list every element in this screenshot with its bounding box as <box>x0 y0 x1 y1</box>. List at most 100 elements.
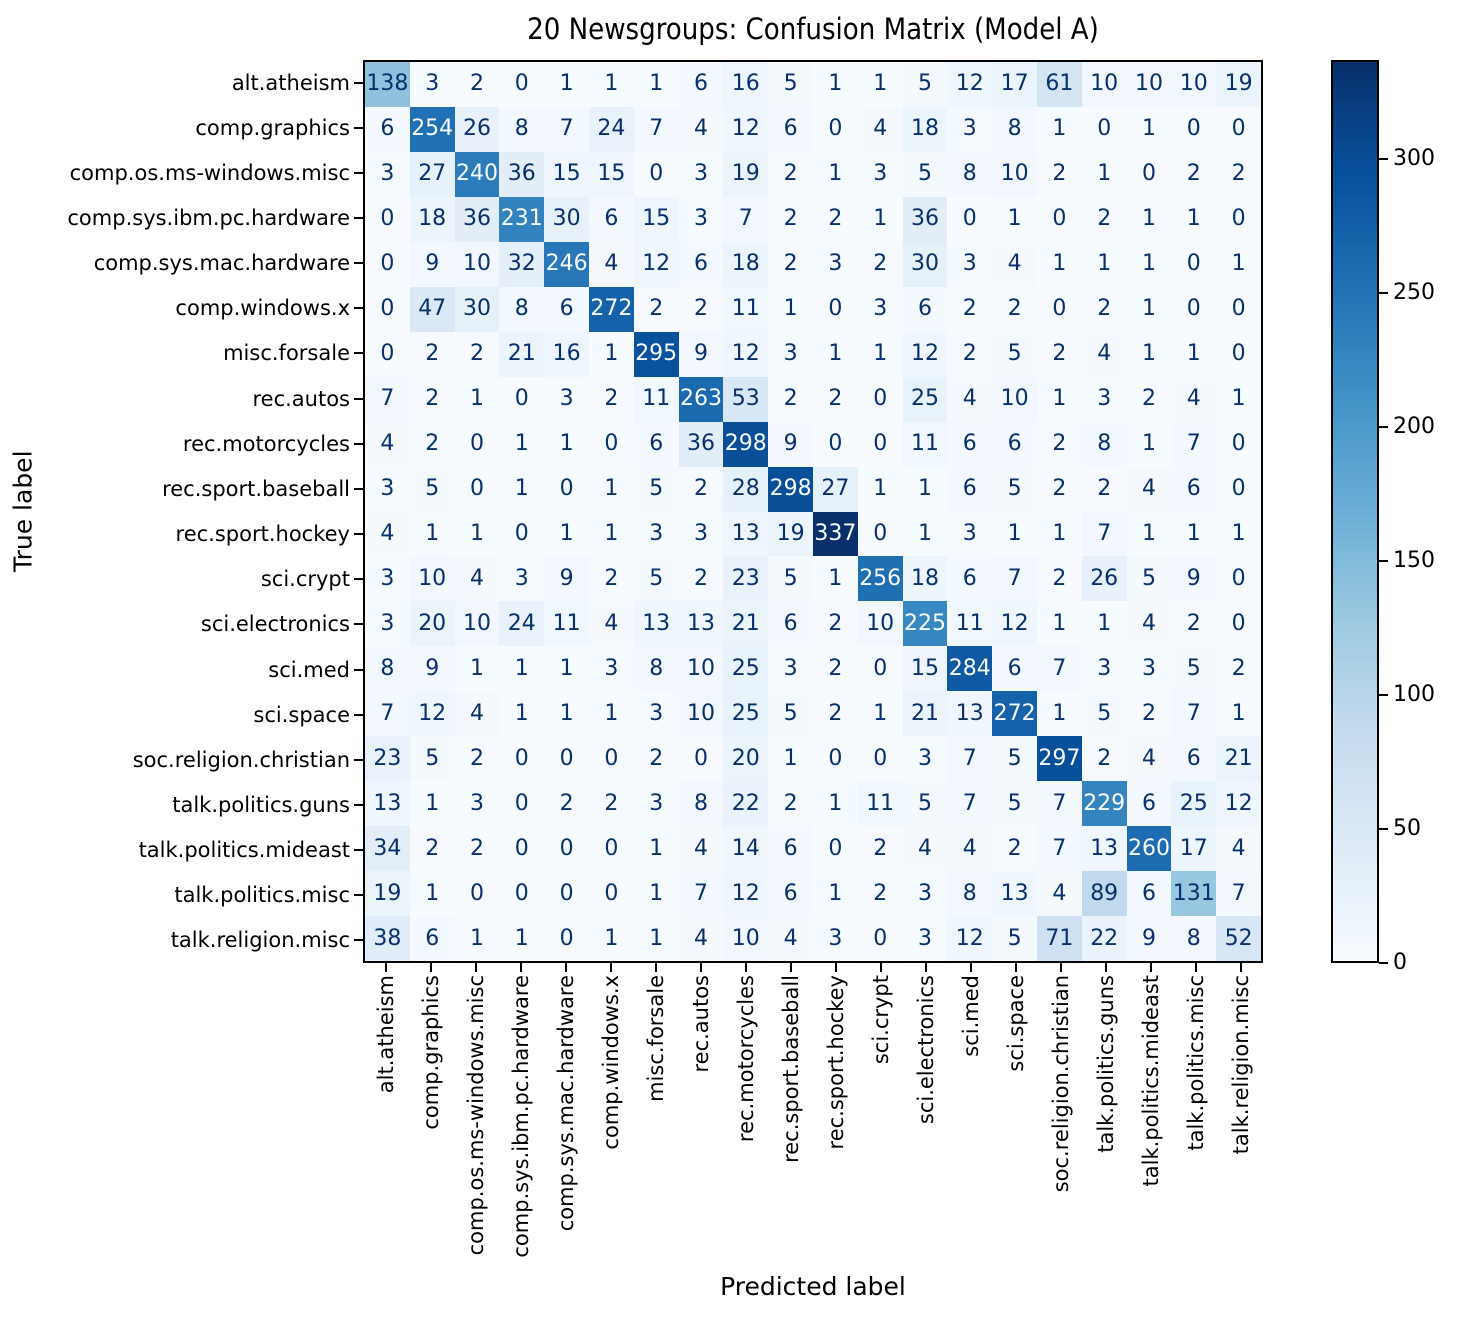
matrix-cell: 7 <box>633 106 679 152</box>
matrix-cell: 3 <box>588 646 634 692</box>
matrix-cell: 6 <box>947 421 993 467</box>
matrix-cell: 2 <box>409 376 455 422</box>
x-tick-mark <box>654 963 657 972</box>
matrix-cell: 2 <box>633 286 679 332</box>
x-tick-mark <box>429 963 432 972</box>
matrix-cell: 16 <box>544 331 589 377</box>
matrix-cell: 10 <box>992 376 1037 422</box>
matrix-cell: 2 <box>812 601 858 647</box>
matrix-cell: 16 <box>723 62 769 107</box>
matrix-cell: 3 <box>857 286 903 332</box>
matrix-cell: 47 <box>409 286 455 332</box>
matrix-cell: 0 <box>857 646 903 692</box>
matrix-cell: 1 <box>857 62 903 107</box>
y-tick-mark <box>354 803 363 806</box>
matrix-cell: 19 <box>365 871 410 917</box>
matrix-cell: 18 <box>409 196 455 242</box>
matrix-cell: 6 <box>947 466 993 512</box>
x-tick-mark <box>969 963 972 972</box>
matrix-cell: 3 <box>1126 646 1172 692</box>
x-tick-label: talk.politics.misc <box>1183 975 1208 1151</box>
matrix-cell: 1 <box>1081 241 1127 287</box>
matrix-cell: 1 <box>812 331 858 377</box>
matrix-cell: 1 <box>1126 196 1172 242</box>
matrix-cell: 25 <box>1171 781 1217 827</box>
matrix-cell: 6 <box>544 286 589 332</box>
x-tick-label: talk.religion.misc <box>1228 975 1253 1155</box>
matrix-cell: 4 <box>1081 331 1127 377</box>
matrix-cell: 4 <box>947 376 993 422</box>
matrix-cell: 3 <box>678 196 724 242</box>
matrix-cell: 0 <box>1171 286 1217 332</box>
matrix-cell: 9 <box>1126 916 1172 961</box>
y-tick-label: sci.electronics <box>200 612 350 637</box>
matrix-cell: 5 <box>633 556 679 602</box>
x-tick-mark <box>519 963 522 972</box>
matrix-cell: 2 <box>947 286 993 332</box>
matrix-cell: 4 <box>454 691 500 737</box>
matrix-cell: 2 <box>588 556 634 602</box>
y-tick-mark <box>354 217 363 220</box>
matrix-cell: 9 <box>409 241 455 287</box>
matrix-cell: 6 <box>365 106 410 152</box>
matrix-cell: 2 <box>588 781 634 827</box>
matrix-cell: 1 <box>588 331 634 377</box>
matrix-cell: 5 <box>768 62 813 107</box>
matrix-cell: 131 <box>1171 871 1217 917</box>
matrix-cell: 12 <box>723 106 769 152</box>
colorbar-tick-label: 100 <box>1393 682 1435 708</box>
matrix-cell: 3 <box>454 781 500 827</box>
matrix-cell: 0 <box>678 736 724 782</box>
matrix-cell: 2 <box>454 736 500 782</box>
y-tick-mark <box>354 668 363 671</box>
matrix-cell: 0 <box>947 196 993 242</box>
matrix-cell: 13 <box>365 781 410 827</box>
y-tick-mark <box>354 849 363 852</box>
matrix-cell: 27 <box>812 466 858 512</box>
matrix-cell: 17 <box>992 62 1037 107</box>
matrix-cell: 1 <box>499 466 545 512</box>
x-tick-label: comp.windows.x <box>598 975 623 1150</box>
matrix-cell: 7 <box>1036 646 1082 692</box>
matrix-cell: 1 <box>1216 691 1261 737</box>
matrix-cell: 5 <box>902 151 948 197</box>
matrix-cell: 24 <box>588 106 634 152</box>
x-tick-mark <box>1149 963 1152 972</box>
matrix-cell: 12 <box>947 916 993 961</box>
matrix-cell: 260 <box>1126 826 1172 872</box>
matrix-cell: 0 <box>544 826 589 872</box>
matrix-cell: 0 <box>812 421 858 467</box>
matrix-cell: 9 <box>678 331 724 377</box>
matrix-cell: 4 <box>1126 466 1172 512</box>
matrix-cell: 6 <box>633 421 679 467</box>
matrix-cell: 6 <box>1126 781 1172 827</box>
matrix-cell: 10 <box>857 601 903 647</box>
heatmap-plot: 138 3 2 0 1 1 1 6 16 5 1 1 5 12 17 61 10 10 10 19 6 254 26 8 7 24… <box>363 60 1263 963</box>
matrix-cell: 2 <box>1171 601 1217 647</box>
matrix-cell: 10 <box>678 646 724 692</box>
matrix-cell: 10 <box>1126 62 1172 107</box>
y-tick-mark <box>354 894 363 897</box>
matrix-cell: 0 <box>633 151 679 197</box>
matrix-cell: 5 <box>992 331 1037 377</box>
matrix-cell: 2 <box>768 781 813 827</box>
matrix-cell: 7 <box>1216 871 1261 917</box>
colorbar-tick-label: 200 <box>1393 414 1435 440</box>
matrix-cell: 3 <box>409 62 455 107</box>
matrix-cell: 2 <box>409 826 455 872</box>
matrix-cell: 5 <box>902 781 948 827</box>
matrix-cell: 254 <box>409 106 455 152</box>
matrix-cell: 1 <box>1081 151 1127 197</box>
matrix-cell: 0 <box>812 286 858 332</box>
matrix-cell: 1 <box>1126 421 1172 467</box>
y-tick-mark <box>354 352 363 355</box>
matrix-cell: 18 <box>902 106 948 152</box>
matrix-cell: 7 <box>992 556 1037 602</box>
matrix-cell: 0 <box>812 106 858 152</box>
matrix-cell: 6 <box>768 106 813 152</box>
matrix-cell: 30 <box>454 286 500 332</box>
matrix-cell: 19 <box>768 511 813 557</box>
matrix-cell: 24 <box>499 601 545 647</box>
colorbar-tick-label: 50 <box>1393 816 1421 842</box>
colorbar-tick-mark <box>1379 292 1388 295</box>
